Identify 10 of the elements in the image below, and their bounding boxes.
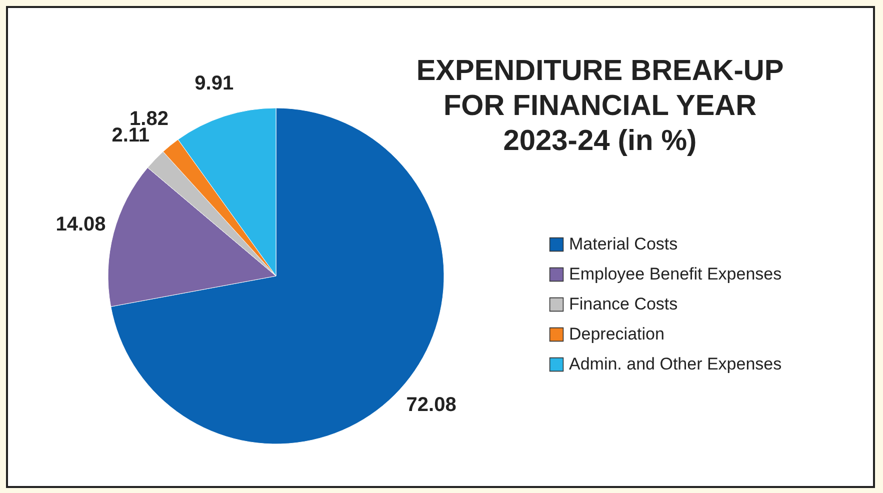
legend-label: Material Costs bbox=[569, 234, 678, 254]
data-label: 72.08 bbox=[406, 394, 456, 416]
text: EXPENDITURE BREAK-UP FOR FINANCIAL YEAR 2023-24 (in %) bbox=[416, 55, 784, 157]
legend-label: Employee Benefit Expenses bbox=[569, 264, 782, 284]
legend-label: Finance Costs bbox=[569, 294, 678, 314]
legend-label: Depreciation bbox=[569, 324, 664, 344]
legend-label: Admin. and Other Expenses bbox=[569, 354, 782, 374]
data-label: 14.08 bbox=[56, 213, 106, 236]
data-label: 9.91 bbox=[194, 72, 234, 95]
data-label: 2.11 bbox=[112, 124, 150, 147]
